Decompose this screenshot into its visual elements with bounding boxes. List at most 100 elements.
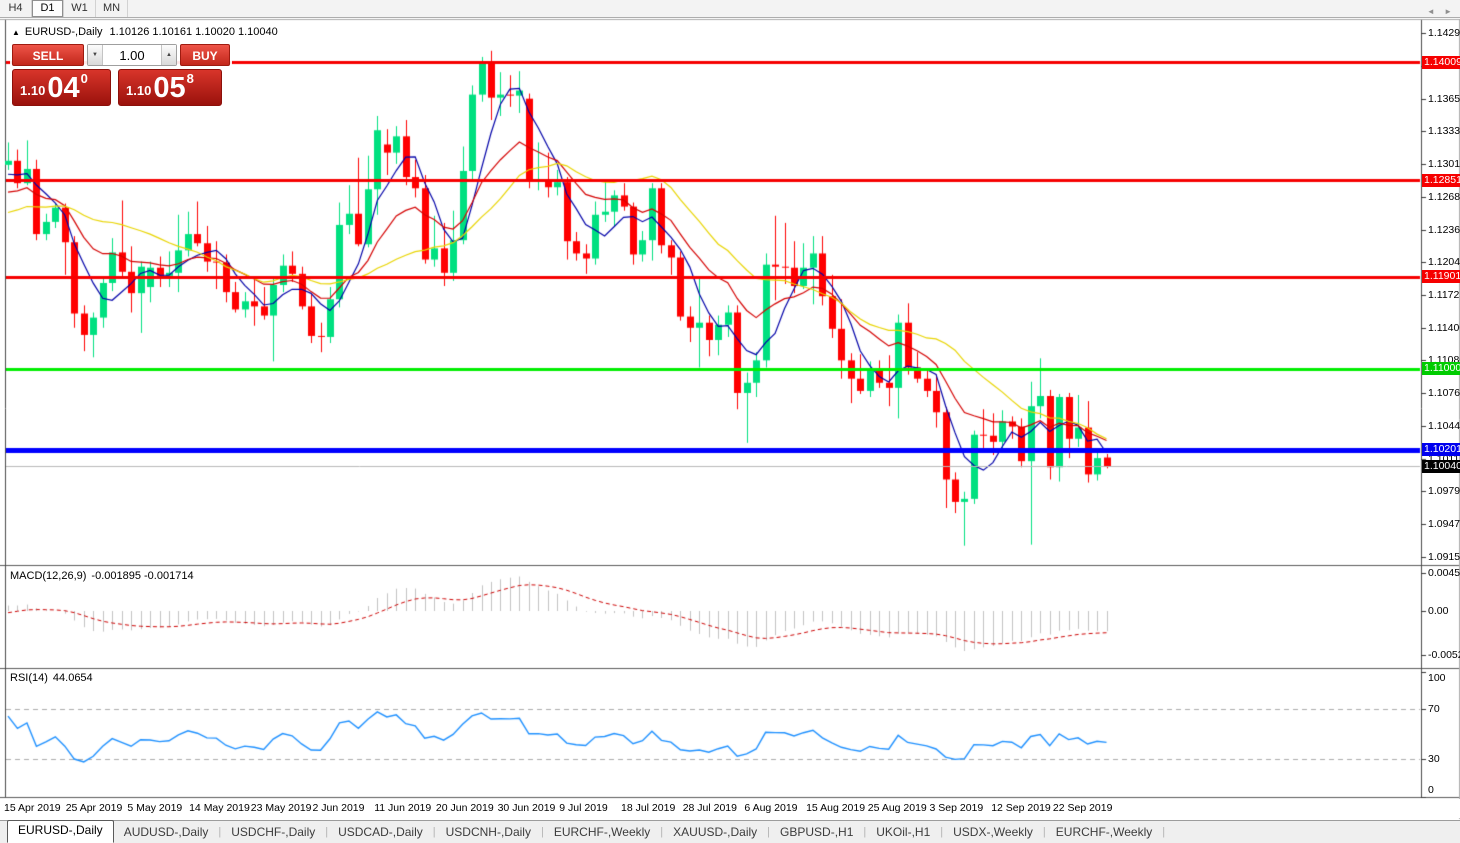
chart-title: ▲ EURUSD-,Daily 1.10126 1.10161 1.10020 1.… bbox=[12, 26, 278, 38]
volume-input[interactable] bbox=[103, 45, 161, 65]
bid-price-box[interactable]: 1.10 04 0 bbox=[12, 69, 111, 106]
symbol-timeframe-label: EURUSD-,Daily bbox=[24, 26, 103, 38]
timeframe-mn[interactable]: MN bbox=[96, 0, 128, 17]
ohlc-values: 1.10126 1.10161 1.10020 1.10040 bbox=[109, 26, 278, 38]
chart-tab-bar: EURUSD-,Daily AUDUSD-,Daily | USDCHF-,Daily… bbox=[0, 820, 1460, 843]
date-label: 5 May 2019 bbox=[127, 802, 183, 814]
level-badge-red-1: 1.14009 bbox=[1422, 56, 1460, 69]
chart-tab-gbpusd-h1[interactable]: GBPUSD-,H1 bbox=[780, 825, 854, 839]
ask-price-box[interactable]: 1.10 05 8 bbox=[118, 69, 222, 106]
level-badge-red-3: 1.11901 bbox=[1422, 270, 1460, 283]
tab-divider: | bbox=[940, 826, 944, 838]
date-label: 28 Jul 2019 bbox=[682, 802, 737, 814]
axis-tick-label: 30 bbox=[1428, 753, 1440, 765]
rsi-name: RSI(14) bbox=[10, 672, 48, 684]
ask-pipette: 8 bbox=[186, 71, 194, 86]
date-label: 23 May 2019 bbox=[250, 802, 312, 814]
tab-divider: | bbox=[767, 826, 771, 838]
tab-scroll-arrows: ◄ ► bbox=[1420, 7, 1452, 16]
date-label: 15 Apr 2019 bbox=[4, 802, 61, 814]
axis-tick-label: 1.13650 bbox=[1428, 92, 1460, 105]
tab-scroll-right-icon[interactable]: ► bbox=[1444, 7, 1452, 16]
tab-divider: | bbox=[540, 826, 544, 838]
volume-stepper: ▼ ▲ bbox=[87, 44, 177, 66]
tab-divider: | bbox=[1042, 826, 1046, 838]
axis-tick-label: 1.11725 bbox=[1428, 288, 1460, 301]
tab-scroll-left-icon[interactable]: ◄ bbox=[1426, 7, 1435, 16]
tab-divider: | bbox=[863, 826, 867, 838]
timeframe-w1[interactable]: W1 bbox=[64, 0, 96, 17]
axis-tick-label: -0.005205 bbox=[1428, 648, 1460, 661]
bid-prefix: 1.10 bbox=[20, 83, 46, 98]
tab-divider: | bbox=[660, 826, 664, 838]
level-badge-blue: 1.10201 bbox=[1422, 443, 1460, 456]
timeframe-toolbar: H4 D1 W1 MN bbox=[0, 0, 1460, 18]
ask-big-digits: 05 bbox=[153, 72, 186, 104]
chart-tab-audusd-daily[interactable]: AUDUSD-,Daily bbox=[123, 825, 209, 839]
axis-tick-label: 0.00 bbox=[1428, 605, 1449, 617]
axis-tick-label: 1.10440 bbox=[1428, 419, 1460, 432]
chart-tab-usdx-weekly[interactable]: USDX-,Weekly bbox=[953, 825, 1033, 839]
date-label: 9 Jul 2019 bbox=[559, 802, 608, 814]
timeframe-h4[interactable]: H4 bbox=[0, 0, 32, 17]
date-label: 25 Aug 2019 bbox=[867, 802, 927, 814]
timeframe-d1[interactable]: D1 bbox=[32, 0, 64, 17]
axis-tick-label: 1.13330 bbox=[1428, 125, 1460, 138]
chart-tab-usdcad-daily[interactable]: USDCAD-,Daily bbox=[338, 825, 423, 839]
bid-big-digits: 04 bbox=[47, 72, 80, 104]
level-badge-green: 1.11000 bbox=[1422, 362, 1460, 375]
bid-pipette: 0 bbox=[80, 71, 88, 86]
rsi-value: 44.0654 bbox=[52, 672, 93, 684]
axis-tick-label: 0 bbox=[1428, 784, 1434, 796]
date-label: 14 May 2019 bbox=[189, 802, 250, 814]
ask-prefix: 1.10 bbox=[126, 83, 152, 98]
axis-tick-label: 1.11400 bbox=[1428, 321, 1460, 334]
chart-tab-eurusd-daily[interactable]: EURUSD-,Daily bbox=[7, 820, 114, 843]
sell-button[interactable]: SELL bbox=[12, 44, 84, 66]
date-label: 11 Jun 2019 bbox=[374, 802, 432, 814]
date-label: 25 Apr 2019 bbox=[65, 802, 123, 814]
date-label: 12 Sep 2019 bbox=[991, 802, 1051, 814]
chart-tab-eurchf-weekly[interactable]: EURCHF-,Weekly bbox=[553, 825, 651, 839]
date-label: 30 Jun 2019 bbox=[497, 802, 556, 814]
axis-tick-label: 0.004536 bbox=[1428, 567, 1460, 579]
date-label: 18 Jul 2019 bbox=[621, 802, 676, 814]
date-axis[interactable]: 15 Apr 2019 25 Apr 2019 5 May 2019 14 May 2… bbox=[0, 799, 1460, 818]
tab-divider: | bbox=[432, 826, 436, 838]
chart-tab-usdchf-daily[interactable]: USDCHF-,Daily bbox=[231, 825, 316, 839]
rsi-indicator-label: RSI(14) 44.0654 bbox=[10, 672, 93, 684]
axis-tick-label: 1.13010 bbox=[1428, 157, 1460, 170]
volume-increase-button[interactable]: ▲ bbox=[161, 45, 176, 65]
chart-tab-usdcnh-daily[interactable]: USDCNH-,Daily bbox=[445, 825, 531, 839]
level-badge-red-2: 1.12851 bbox=[1422, 174, 1460, 187]
date-label: 2 Jun 2019 bbox=[312, 802, 365, 814]
current-price-badge: 1.10040 bbox=[1422, 460, 1460, 473]
date-label: 3 Sep 2019 bbox=[929, 802, 984, 814]
tab-divider: | bbox=[1162, 826, 1166, 838]
date-label: 6 Aug 2019 bbox=[744, 802, 798, 814]
macd-indicator-label: MACD(12,26,9) -0.001895 -0.001714 bbox=[10, 570, 194, 582]
axis-tick-label: 70 bbox=[1428, 703, 1440, 715]
axis-tick-label: 1.12365 bbox=[1428, 223, 1460, 236]
macd-name: MACD(12,26,9) bbox=[10, 570, 87, 582]
chart-tab-xauusd-daily[interactable]: XAUUSD-,Daily bbox=[673, 825, 758, 839]
volume-decrease-button[interactable]: ▼ bbox=[88, 45, 103, 65]
tab-divider: | bbox=[218, 826, 222, 838]
axis-tick-label: 1.14295 bbox=[1428, 26, 1460, 39]
axis-tick-label: 1.10760 bbox=[1428, 386, 1460, 399]
buy-button[interactable]: BUY bbox=[180, 44, 230, 66]
collapse-triangle-icon[interactable]: ▲ bbox=[12, 28, 20, 37]
axis-tick-label: 1.09475 bbox=[1428, 517, 1460, 530]
axis-tick-label: 1.12685 bbox=[1428, 190, 1460, 203]
chart-tab-eurchf-weekly[interactable]: EURCHF-,Weekly bbox=[1055, 825, 1153, 839]
date-label: 20 Jun 2019 bbox=[435, 802, 494, 814]
date-label: 15 Aug 2019 bbox=[806, 802, 866, 814]
axis-tick-label: 1.12045 bbox=[1428, 256, 1460, 269]
tab-divider: | bbox=[325, 826, 329, 838]
chart-tab-ukoil-h1[interactable]: UKOil-,H1 bbox=[876, 825, 931, 839]
macd-values: -0.001895 -0.001714 bbox=[91, 570, 194, 582]
axis-tick-label: 1.09795 bbox=[1428, 485, 1460, 498]
